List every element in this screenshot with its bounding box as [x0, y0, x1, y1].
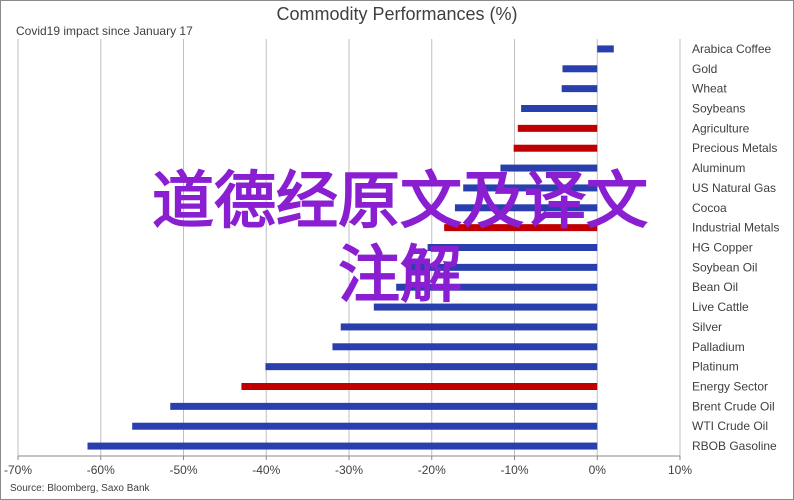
category-label: Precious Metals: [692, 141, 777, 155]
bar: [132, 422, 598, 430]
x-tick-label: -70%: [4, 463, 32, 477]
bar: [561, 85, 598, 93]
category-label: HG Copper: [692, 241, 753, 255]
x-tick-label: 0%: [589, 463, 607, 477]
bar: [597, 45, 614, 53]
x-tick-label: -40%: [252, 463, 280, 477]
category-label: WTI Crude Oil: [692, 419, 768, 433]
category-label: Cocoa: [692, 201, 727, 215]
bar: [406, 263, 598, 271]
bar: [332, 343, 598, 351]
category-label: RBOB Gasoline: [692, 439, 777, 453]
bar: [454, 204, 598, 212]
bar: [241, 383, 598, 390]
x-tick-label: -50%: [169, 463, 197, 477]
bar: [517, 124, 598, 132]
bar: [444, 224, 598, 232]
category-label: Industrial Metals: [692, 221, 779, 235]
chart-title: Commodity Performances (%): [276, 4, 518, 24]
bar: [562, 65, 598, 73]
x-tick-label: 10%: [668, 463, 692, 477]
bar: [513, 144, 598, 152]
bar: [521, 105, 598, 112]
category-label: Arabica Coffee: [692, 42, 771, 56]
category-label: Palladium: [692, 340, 745, 354]
category-label: Bean Oil: [692, 280, 738, 294]
bar: [500, 164, 598, 172]
bar: [396, 283, 598, 291]
bar: [340, 323, 598, 331]
category-label: Aluminum: [692, 161, 745, 175]
bar: [265, 363, 598, 371]
category-label: Soybean Oil: [692, 260, 757, 274]
source-note: Source: Bloomberg, Saxo Bank: [10, 483, 150, 494]
bar: [463, 184, 598, 192]
chart-subtitle: Covid19 impact since January 17: [16, 24, 193, 38]
overlay-line-1: 道德经原文及译文: [151, 164, 648, 237]
bar: [170, 402, 598, 410]
bar: [373, 303, 598, 311]
category-label: Agriculture: [692, 121, 750, 135]
x-tick-label: -30%: [335, 463, 363, 477]
category-label: Energy Sector: [692, 380, 768, 394]
x-tick-label: -10%: [500, 463, 528, 477]
bar: [427, 244, 598, 251]
category-label: Wheat: [692, 82, 727, 96]
category-label: US Natural Gas: [692, 181, 776, 195]
watermark-overlay-text: 道德经原文及译文 注解: [10, 164, 790, 312]
category-label: Live Cattle: [692, 300, 749, 314]
bar: [87, 442, 598, 450]
category-label: Brent Crude Oil: [692, 399, 775, 413]
category-label: Silver: [692, 320, 722, 334]
overlay-line-2: 注解: [337, 238, 462, 311]
category-label: Gold: [692, 62, 717, 76]
x-tick-label: -20%: [418, 463, 446, 477]
category-label: Platinum: [692, 360, 739, 374]
category-label: Soybeans: [692, 102, 745, 116]
x-tick-label: -60%: [87, 463, 115, 477]
